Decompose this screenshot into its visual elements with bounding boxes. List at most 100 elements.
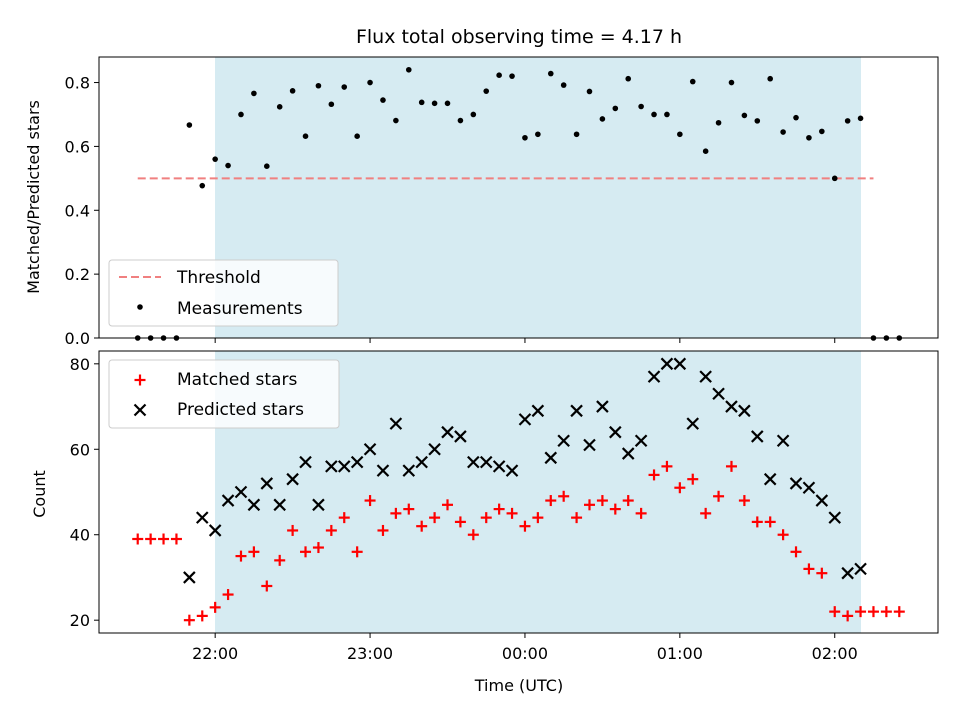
x-tick-label: 23:00: [347, 644, 393, 663]
predicted-star-point: [312, 498, 325, 512]
predicted-star-point: [815, 494, 829, 507]
predicted-star-point: [260, 477, 274, 490]
predicted-star-point: [518, 413, 532, 426]
y-tick-label: 0.2: [65, 265, 90, 284]
measurement-point: [328, 101, 335, 108]
predicted-star-point: [325, 460, 338, 473]
measurement-point: [651, 111, 657, 118]
matched-star-point: [609, 503, 621, 515]
y-tick-label: 20: [70, 611, 90, 630]
measurement-point: [354, 133, 360, 139]
predicted-star-point: [841, 566, 854, 580]
matched-star-point: [390, 507, 402, 519]
predicted-star-point: [273, 498, 286, 512]
matched-star-point: [248, 546, 260, 558]
measurement-point: [844, 118, 851, 124]
measurement-point: [496, 72, 502, 79]
matched-star-point: [751, 516, 763, 528]
matched-star-point: [403, 503, 415, 515]
predicted-star-point: [234, 485, 248, 499]
predicted-star-point: [531, 404, 545, 418]
matched-star-point: [829, 606, 841, 618]
predicted-star-point: [479, 455, 493, 469]
matched-star-point: [338, 512, 350, 524]
matched-star-point: [506, 507, 518, 519]
measurement-point: [457, 117, 464, 124]
legend-matched-plus: [134, 374, 146, 386]
measurement-point: [251, 90, 257, 97]
panel-ratio-frame: [98, 56, 939, 339]
x-tick-label: 01:00: [657, 644, 703, 663]
panel-ratio-ylabel: Matched/Predicted stars: [24, 100, 43, 294]
measurement-point: [535, 131, 541, 138]
predicted-star-point: [634, 434, 648, 448]
measurement-point: [509, 73, 515, 79]
predicted-star-point: [776, 434, 790, 448]
matched-star-point: [196, 610, 208, 622]
legend-matched-label: Matched stars: [177, 370, 297, 390]
legend-ratio-frame: [108, 259, 339, 327]
predicted-star-point: [363, 442, 377, 456]
measurement-point: [831, 175, 838, 182]
predicted-star-point: [751, 430, 764, 443]
measurement-point: [547, 70, 554, 77]
legend-measurements-marker: [137, 304, 143, 310]
measurement-point: [689, 78, 696, 85]
predicted-star-point: [596, 400, 609, 413]
measurement-point: [780, 129, 786, 135]
measurement-point: [767, 75, 773, 82]
predicted-star-point: [350, 455, 364, 469]
measurement-point: [289, 88, 296, 94]
x-tick-label: 02:00: [812, 644, 858, 663]
predicted-star-point: [828, 511, 842, 524]
predicted-star-point: [441, 425, 454, 439]
measurement-point: [522, 134, 528, 141]
x-axis-label: Time (UTC): [474, 676, 563, 695]
matched-star-point: [816, 567, 828, 579]
matched-star-point: [648, 469, 660, 481]
measurement-point: [238, 111, 244, 118]
measurement-point: [276, 104, 283, 110]
measurement-point: [418, 99, 425, 106]
matched-star-point: [312, 542, 324, 554]
matched-star-point: [416, 520, 428, 532]
matched-star-point: [493, 503, 505, 515]
measurement-point: [470, 111, 477, 118]
measurement-point: [638, 103, 644, 110]
predicted-star-point: [492, 460, 506, 473]
matched-star-point: [274, 554, 286, 566]
matched-star-point: [545, 495, 557, 507]
matched-star-point: [622, 495, 634, 507]
predicted-star-point: [583, 438, 596, 452]
measurement-point: [677, 131, 683, 138]
predicted-star-point: [699, 370, 712, 383]
panel-counts: 20 40 60 80 22:00 23:00 00:00 01:00 02:00 Time …: [30, 350, 939, 695]
measurement-point: [225, 162, 231, 169]
predicted-star-point: [673, 357, 687, 371]
measurement-point: [793, 114, 799, 121]
matched-star-point: [158, 533, 170, 545]
predicted-star-point: [183, 571, 196, 584]
matched-star-point: [209, 601, 221, 613]
predicted-star-point: [686, 417, 700, 430]
measurement-point: [431, 100, 438, 107]
measurement-point: [393, 117, 399, 124]
measurement-point: [573, 131, 580, 138]
matched-star-point: [454, 516, 466, 528]
legend-ratio: Threshold Measurements: [108, 259, 339, 327]
matched-star-point: [596, 495, 608, 507]
matched-star-point: [467, 529, 479, 541]
legend-threshold-label: Threshold: [176, 268, 261, 288]
measurement-point: [199, 182, 206, 189]
matched-star-point: [300, 546, 312, 558]
matched-star-point: [893, 606, 905, 618]
predicted-star-point: [415, 455, 428, 469]
measurement-point: [586, 88, 593, 95]
matched-star-point: [287, 524, 299, 536]
predicted-star-point: [221, 494, 235, 507]
y-tick-label: 0.4: [65, 201, 90, 220]
matched-star-point: [713, 490, 725, 502]
predicted-star-point: [402, 464, 416, 477]
matched-star-point: [661, 460, 673, 472]
matched-star-point: [351, 546, 363, 558]
